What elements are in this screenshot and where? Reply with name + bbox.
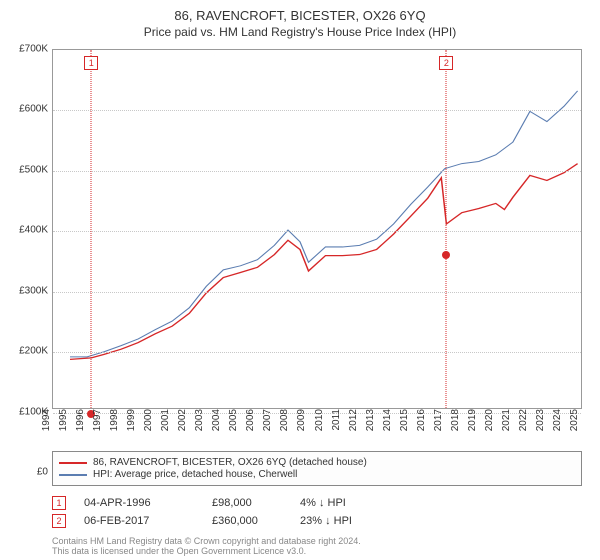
- transaction-row: 2 06-FEB-2017 £360,000 23% ↓ HPI: [52, 514, 582, 528]
- y-tick-label: £400K: [10, 225, 48, 236]
- grid-line: [53, 110, 581, 111]
- transactions-table: 1 04-APR-1996 £98,000 4% ↓ HPI 2 06-FEB-2017 £…: [52, 492, 582, 532]
- grid-line: [53, 171, 581, 172]
- transaction-marker: 2: [52, 514, 66, 528]
- title-block: 86, RAVENCROFT, BICESTER, OX26 6YQ Price…: [10, 8, 590, 39]
- marker-label: 2: [439, 56, 453, 70]
- chart-wrap: 12 £0£100K£200K£300K£400K£500K£600K£700K…: [10, 45, 590, 447]
- legend-swatch: [59, 462, 87, 464]
- title-sub: Price paid vs. HM Land Registry's House …: [10, 25, 590, 39]
- transaction-price: £360,000: [212, 515, 282, 527]
- marker-label: 1: [84, 56, 98, 70]
- transaction-diff: 23% ↓ HPI: [300, 515, 390, 527]
- grid-line: [53, 352, 581, 353]
- footer-attribution: Contains HM Land Registry data © Crown c…: [52, 536, 582, 556]
- y-tick-label: £500K: [10, 164, 48, 175]
- marker-dot: [442, 251, 450, 259]
- marker-vline: [446, 50, 447, 408]
- grid-line: [53, 292, 581, 293]
- chart-svg: [53, 50, 581, 408]
- y-tick-label: £200K: [10, 346, 48, 357]
- footer-line2: This data is licensed under the Open Gov…: [52, 546, 582, 556]
- y-tick-label: £300K: [10, 285, 48, 296]
- legend-label: HPI: Average price, detached house, Cher…: [93, 469, 297, 480]
- footer-line1: Contains HM Land Registry data © Crown c…: [52, 536, 582, 546]
- marker-vline: [91, 50, 92, 408]
- chart-plot-area: 12: [52, 49, 582, 409]
- title-main: 86, RAVENCROFT, BICESTER, OX26 6YQ: [10, 8, 590, 23]
- legend-label: 86, RAVENCROFT, BICESTER, OX26 6YQ (deta…: [93, 457, 367, 468]
- legend-item: HPI: Average price, detached house, Cher…: [59, 469, 575, 480]
- chart-container: 86, RAVENCROFT, BICESTER, OX26 6YQ Price…: [0, 0, 600, 560]
- transaction-date: 06-FEB-2017: [84, 515, 194, 527]
- legend: 86, RAVENCROFT, BICESTER, OX26 6YQ (deta…: [52, 451, 582, 486]
- transaction-price: £98,000: [212, 497, 282, 509]
- x-tick-label: 2025: [569, 409, 600, 431]
- transaction-diff: 4% ↓ HPI: [300, 497, 390, 509]
- transaction-date: 04-APR-1996: [84, 497, 194, 509]
- y-tick-label: £600K: [10, 104, 48, 115]
- grid-line: [53, 231, 581, 232]
- transaction-marker: 1: [52, 496, 66, 510]
- legend-item: 86, RAVENCROFT, BICESTER, OX26 6YQ (deta…: [59, 457, 575, 468]
- series-property: [70, 164, 578, 360]
- series-hpi: [70, 91, 578, 357]
- y-tick-label: £700K: [10, 44, 48, 55]
- legend-swatch: [59, 474, 87, 476]
- transaction-row: 1 04-APR-1996 £98,000 4% ↓ HPI: [52, 496, 582, 510]
- y-tick-label: £0: [10, 467, 48, 478]
